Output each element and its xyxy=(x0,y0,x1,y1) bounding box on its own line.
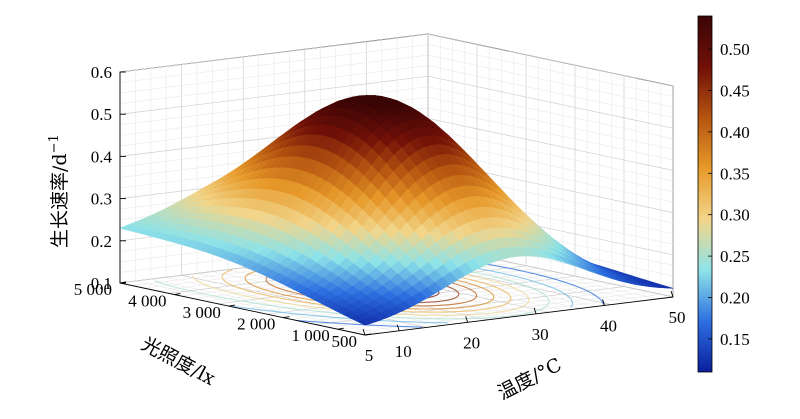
z-axis-title-exponent: −1 xyxy=(47,134,62,153)
y-tick-mark xyxy=(228,304,235,307)
x-tick-mark xyxy=(670,290,674,298)
side-wall-grid-line xyxy=(427,128,674,182)
z-tick-label: 0.5 xyxy=(91,105,112,124)
side-wall-grid-line xyxy=(427,65,674,118)
x-tick-label: 10 xyxy=(395,342,412,361)
x-tick-mark xyxy=(396,324,400,331)
colorbar-ticks: 0.15 0.20 0.25 0.30 0.35 0.40 0.45 0.50 xyxy=(708,40,750,349)
colorbar-tick-label: 0.40 xyxy=(720,123,750,142)
axis-box-front-edges xyxy=(119,72,674,336)
colorbar-tick-label: 0.50 xyxy=(720,40,750,59)
z-axis-title: 生长速率/d−1 xyxy=(47,134,71,248)
y-tick-label: 3 000 xyxy=(183,303,221,322)
side-wall-grid-line xyxy=(427,107,674,161)
y-tick-mark xyxy=(283,316,290,319)
x-tick-label: 20 xyxy=(463,333,480,352)
z-axis-title-text: 生长速率/d xyxy=(49,153,71,248)
response-surface xyxy=(119,95,674,326)
colorbar-tick-label: 0.45 xyxy=(720,82,750,101)
side-wall-grid-line xyxy=(427,86,674,140)
back-wall-grid-line xyxy=(119,75,429,115)
y-tick-label: 4 000 xyxy=(128,292,166,311)
y-tick-mark xyxy=(119,281,127,284)
side-wall-grid-line xyxy=(427,44,674,97)
z-axis-ticks: 0.1 0.2 0.3 0.4 0.5 0.6 xyxy=(91,63,126,293)
colorbar-tick-label: 0.20 xyxy=(720,288,750,307)
z-tick-label: 0.4 xyxy=(91,147,113,166)
y-axis-line xyxy=(119,282,366,336)
y-tick-mark xyxy=(337,327,344,330)
x-axis-line xyxy=(364,296,674,336)
z-tick-label: 0.3 xyxy=(91,190,112,209)
y-tick-mark xyxy=(174,293,181,295)
back-wall-grid-line xyxy=(119,44,429,83)
x-tick-label: 5 xyxy=(365,346,374,365)
surface-facet xyxy=(357,318,374,326)
x-axis-ticks: 5 10 20 30 40 50 xyxy=(362,290,686,365)
side-wall-grid-line xyxy=(427,54,674,108)
y-axis-title: 光照度/lx xyxy=(138,333,219,390)
back-wall-grid-line xyxy=(119,33,429,73)
colorbar-bar xyxy=(697,15,713,373)
x-tick-label: 50 xyxy=(669,308,686,327)
y-tick-label: 2 000 xyxy=(237,315,275,334)
back-wall-grid-line xyxy=(119,65,429,104)
side-wall-grid-line xyxy=(427,118,674,171)
x-tick-mark xyxy=(602,299,605,306)
x-tick-label: 30 xyxy=(532,325,549,344)
z-tick-label: 0.6 xyxy=(91,63,112,82)
x-tick-mark xyxy=(465,316,469,323)
y-tick-mark xyxy=(364,333,372,336)
z-tick-label: 0.2 xyxy=(91,232,112,251)
y-tick-label: 1 000 xyxy=(292,326,330,345)
x-tick-mark xyxy=(533,307,537,315)
y-tick-label: 500 xyxy=(332,332,358,351)
colorbar-tick-label: 0.30 xyxy=(720,206,750,225)
y-tick-label: 5 000 xyxy=(74,280,112,299)
colorbar-tick-label: 0.35 xyxy=(720,164,750,183)
back-wall-grid-line xyxy=(119,86,429,126)
x-tick-label: 40 xyxy=(600,316,617,335)
colorbar: 0.15 0.20 0.25 0.30 0.35 0.40 0.45 0.50 xyxy=(697,15,750,373)
side-wall-grid-line xyxy=(427,96,674,150)
side-wall-grid-line xyxy=(427,33,674,87)
side-wall-grid-line xyxy=(427,139,674,192)
z-tick-label: 0.1 xyxy=(91,274,112,293)
colorbar-tick-label: 0.15 xyxy=(720,330,750,349)
side-wall-grid-line xyxy=(427,75,674,129)
colorbar-tick-label: 0.25 xyxy=(720,247,750,266)
x-axis-title: 温度/°C xyxy=(494,354,565,405)
x-tick-mark xyxy=(362,328,366,336)
back-wall-grid-line xyxy=(119,54,429,94)
